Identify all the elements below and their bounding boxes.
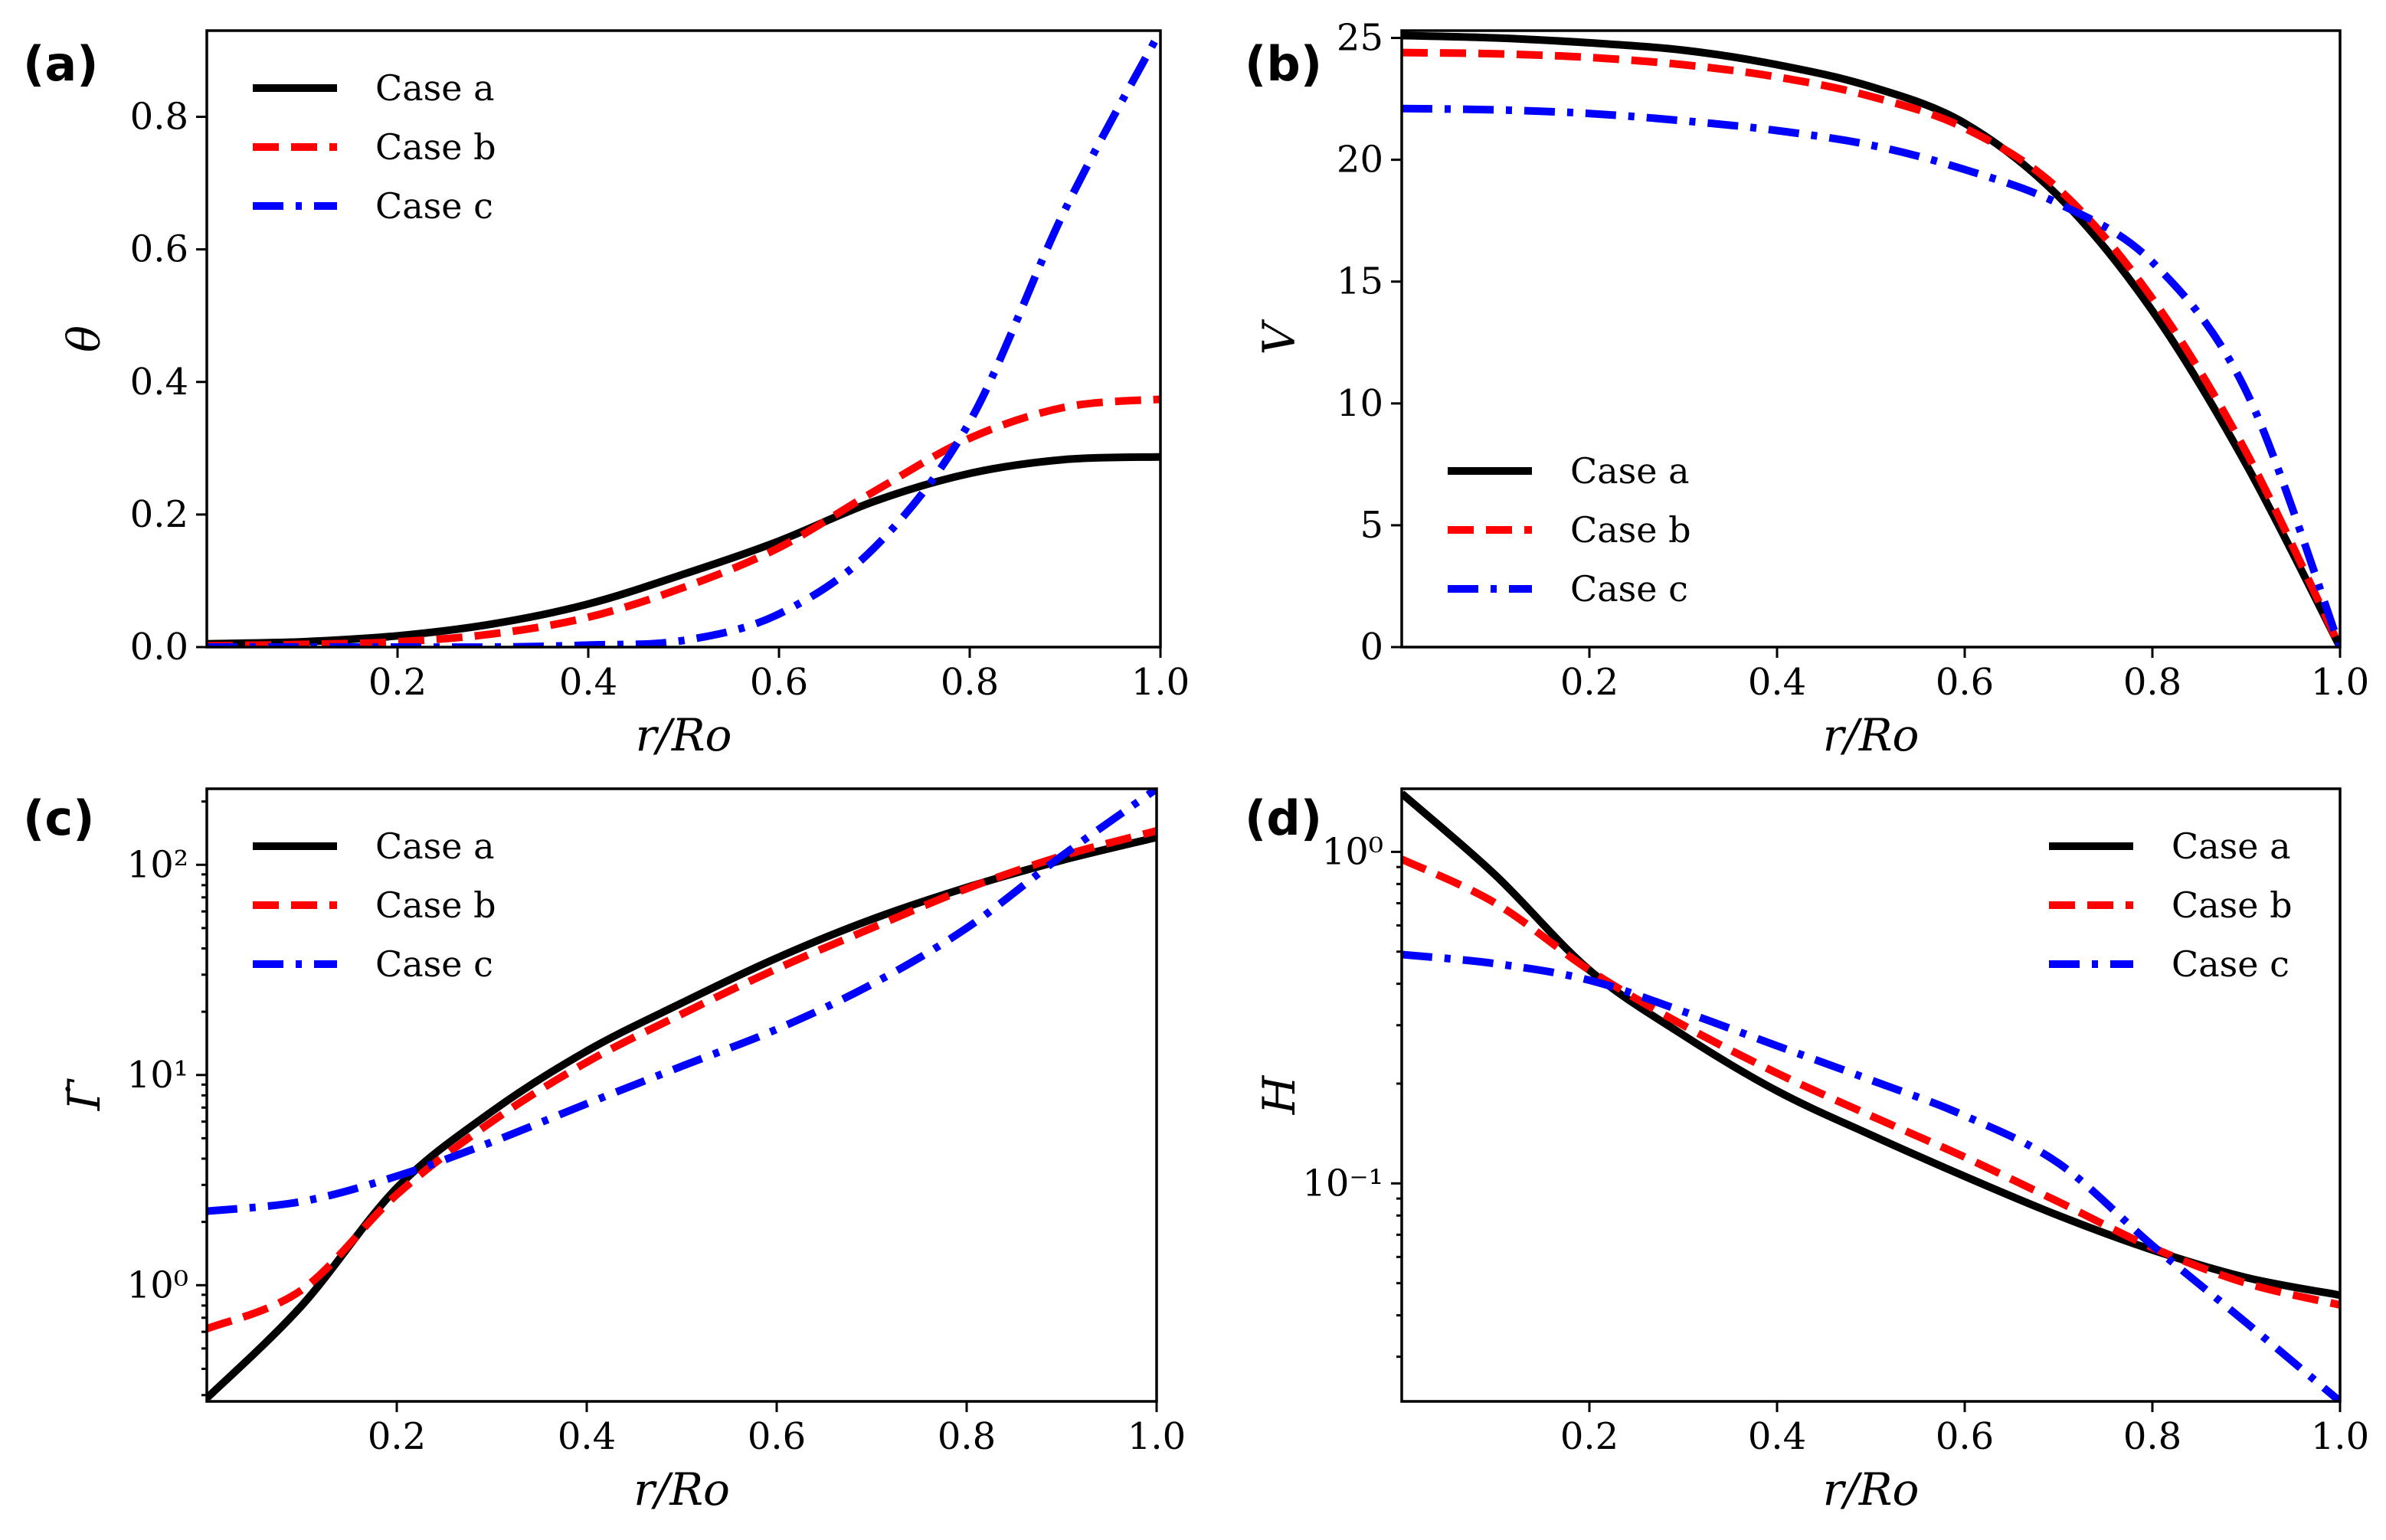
series-line-case-a — [207, 453, 1160, 647]
y-tick-label: 10 — [1337, 382, 1383, 425]
x-tick-label: 0.8 — [938, 1415, 996, 1458]
series-group — [1402, 790, 2340, 1401]
legend-label: Case c — [375, 943, 493, 985]
series-line-case-c — [1402, 950, 2340, 1401]
series-line-case-a — [207, 833, 1157, 1401]
plot-frame — [205, 787, 1158, 1403]
x-tick-label: 0.8 — [2123, 1415, 2181, 1458]
x-tick-label: 0.2 — [1560, 661, 1618, 704]
series-line-case-b — [1402, 48, 2340, 647]
x-axis-label: r/Ro — [636, 709, 732, 761]
x-tick-label: 0.8 — [941, 661, 999, 704]
legend-label: Case a — [2172, 826, 2291, 867]
y-axis-label: V — [1253, 319, 1305, 355]
panel-label: (d) — [1245, 790, 1322, 846]
series-line-case-b — [1402, 855, 2340, 1309]
x-tick-label: 1.0 — [2311, 1415, 2369, 1458]
legend: Case a Case b Case c — [253, 67, 496, 227]
legend-label: Case a — [1570, 450, 1690, 492]
series-group — [1402, 31, 2340, 647]
y-tick-label: 0.6 — [130, 228, 188, 271]
y-axis-label: H — [1253, 1074, 1305, 1115]
legend: Case a Case b Case c — [2049, 826, 2293, 985]
series-group — [207, 31, 1160, 647]
legend: Case a Case b Case c — [1448, 450, 1691, 610]
panel-label: (a) — [23, 36, 99, 92]
x-axis-label: r/Ro — [633, 1463, 730, 1515]
panel-label: (c) — [23, 790, 94, 846]
x-tick-label: 0.6 — [748, 1415, 806, 1458]
x-tick-label: 0.2 — [1560, 1415, 1618, 1458]
y-tick-label: 0.4 — [130, 361, 188, 404]
legend-label: Case b — [2172, 884, 2293, 926]
y-axis-label: θ — [58, 325, 110, 352]
y-tick-label: 10² — [127, 843, 188, 886]
x-tick-label: 1.0 — [2311, 661, 2369, 704]
legend-label: Case c — [2172, 943, 2289, 985]
x-axis-label: r/Ro — [1823, 1463, 1920, 1515]
x-tick-label: 0.4 — [559, 661, 617, 704]
x-tick-label: 0.4 — [1748, 661, 1806, 704]
x-tick-label: 0.6 — [1936, 1415, 1994, 1458]
legend-label: Case b — [1570, 509, 1691, 551]
y-tick-label: 0.2 — [130, 493, 188, 536]
legend-label: Case c — [375, 185, 493, 227]
legend-label: Case a — [375, 826, 495, 867]
y-tick-label: 10⁰ — [1322, 830, 1383, 873]
y-tick-label: 10¹ — [127, 1054, 188, 1097]
y-tick-label: 0.8 — [130, 96, 188, 139]
x-tick-label: 0.6 — [1936, 661, 1994, 704]
series-line-case-c — [1402, 104, 2340, 647]
series-line-case-c — [207, 789, 1157, 1215]
plot-frame — [1400, 787, 2342, 1403]
x-tick-label: 1.0 — [1131, 661, 1190, 704]
panel-label: (b) — [1245, 36, 1322, 92]
plot-frame — [205, 29, 1162, 649]
legend-label: Case b — [375, 126, 496, 168]
panel-a: 0.2 0.4 0.6 0.8 1.0 0.0 0.2 0.4 0.6 0.8 r/Ro θ (a) Ca… — [23, 29, 1190, 761]
legend-label: Case c — [1570, 568, 1688, 610]
series-line-case-c — [207, 31, 1160, 647]
series-line-case-b — [207, 827, 1157, 1332]
y-tick-label: 5 — [1360, 504, 1383, 547]
x-tick-label: 1.0 — [1128, 1415, 1186, 1458]
y-tick-label: 10⁰ — [127, 1264, 188, 1306]
x-tick-label: 0.2 — [368, 661, 427, 704]
x-axis-label: r/Ro — [1823, 709, 1920, 761]
series-group — [207, 789, 1157, 1401]
series-line-case-a — [1402, 31, 2340, 647]
x-tick-label: 0.4 — [558, 1415, 616, 1458]
legend-label: Case b — [375, 884, 496, 926]
x-tick-label: 0.2 — [368, 1415, 426, 1458]
y-tick-label: 20 — [1337, 139, 1383, 181]
y-axis-label: Γ̇ — [58, 1078, 110, 1111]
y-tick-label: 0 — [1360, 626, 1383, 669]
plot-frame — [1400, 29, 2342, 649]
x-tick-label: 0.4 — [1748, 1415, 1806, 1458]
x-tick-label: 0.8 — [2123, 661, 2181, 704]
y-tick-label: 25 — [1337, 17, 1383, 60]
y-tick-label: 15 — [1337, 260, 1383, 303]
legend: Case a Case b Case c — [253, 826, 496, 985]
y-tick-label: 0.0 — [130, 626, 188, 669]
series-line-case-a — [1402, 790, 2340, 1300]
series-line-case-b — [207, 395, 1160, 647]
legend-label: Case a — [375, 67, 495, 109]
x-tick-label: 0.6 — [750, 661, 808, 704]
y-tick-label: 10⁻¹ — [1302, 1162, 1383, 1205]
